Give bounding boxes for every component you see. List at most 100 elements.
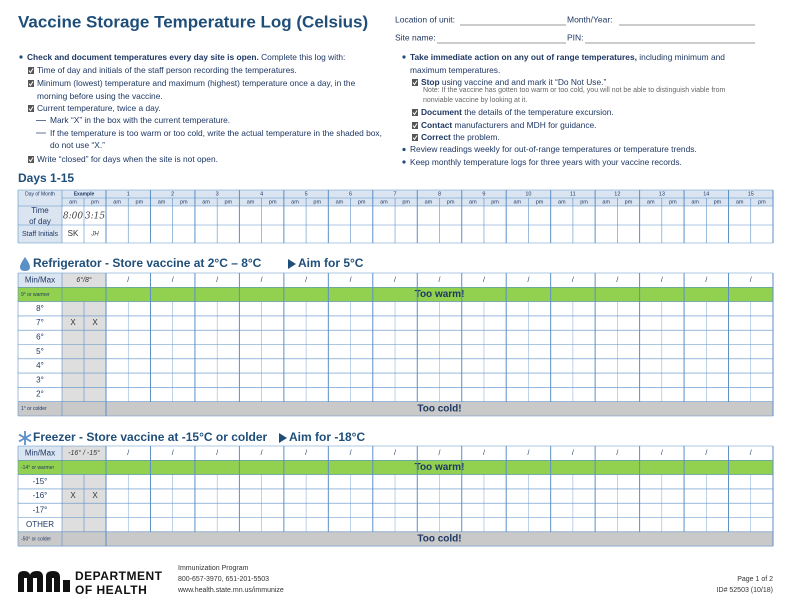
minmax-separator: /	[216, 277, 218, 284]
minmax-separator: /	[616, 450, 618, 457]
minmax-separator: /	[172, 277, 174, 284]
row-label-small: 9° or warmer	[21, 292, 50, 298]
checkbox-icon	[412, 79, 418, 86]
example-band	[62, 273, 106, 288]
am-label: am	[691, 199, 699, 205]
bullet	[402, 55, 406, 59]
field-label: Site name:	[395, 32, 436, 42]
text: including minimum and maximum temperatur…	[410, 52, 725, 75]
row-label: OTHER	[26, 520, 54, 529]
am-label: am	[647, 199, 655, 205]
pm-label: pm	[313, 199, 321, 205]
department: DEPARTMENT	[75, 569, 163, 583]
minmax-separator: /	[216, 450, 218, 457]
checkbox-mark	[412, 135, 418, 141]
row-label: 2°	[36, 390, 44, 399]
range-band	[18, 287, 773, 302]
row-label: 3°	[36, 375, 44, 384]
am-label: am	[425, 199, 433, 205]
label-band	[18, 273, 62, 288]
pm-label: pm	[447, 199, 455, 205]
checkbox-icon	[28, 67, 34, 74]
text: the details of the temperature excursion…	[461, 107, 614, 117]
minmax-separator: /	[661, 450, 663, 457]
range-banner: Too warm!	[415, 462, 465, 473]
section-title: Days 1-15	[18, 171, 74, 185]
bold-text: Check and document temperatures every da…	[27, 52, 259, 62]
day-number: 7	[394, 191, 397, 197]
am-label: am	[602, 199, 610, 205]
action-note: Note: If the vaccine has gotten too warm…	[423, 87, 726, 104]
action-lead: Take immediate action on any out of rang…	[410, 51, 740, 76]
day-number: 13	[659, 191, 665, 197]
instruction-item: Current temperature, twice a day.	[37, 103, 161, 113]
field-label: PIN:	[567, 32, 584, 42]
minmax-separator: /	[483, 450, 485, 457]
aim-arrow	[288, 259, 296, 269]
bullet	[402, 160, 406, 164]
aim-arrow	[279, 433, 287, 443]
label-band	[18, 446, 62, 461]
minmax-separator: /	[439, 450, 441, 457]
pm-label: pm	[402, 199, 410, 205]
row-label: Day of Month	[25, 191, 55, 197]
text: using vaccine and and mark it “Do Not Us…	[439, 77, 607, 87]
example-mark: X	[92, 491, 98, 500]
footer-text: www.health.state.mn.us/immunize	[177, 587, 284, 594]
example-initials: JH	[90, 232, 99, 238]
row-label: 6°	[36, 332, 44, 341]
am-label: am	[558, 199, 566, 205]
row-label: Staff Initials	[22, 231, 59, 238]
page-number: Page 1 of 2	[737, 576, 773, 583]
section-title: Refrigerator - Store vaccine at 2°C – 8°…	[33, 256, 262, 270]
am-label: am	[247, 199, 255, 205]
day-number: 3	[216, 191, 219, 197]
row-label-small: -14° or warmer	[21, 465, 54, 471]
am-label: am	[469, 199, 477, 205]
day-number: 10	[525, 191, 531, 197]
checkbox-icon	[412, 134, 418, 141]
row-label: Min/Max	[25, 448, 55, 457]
minmax-separator: /	[527, 450, 529, 457]
pm-label: pm	[91, 199, 99, 205]
pm-label: pm	[269, 199, 277, 205]
example-mark: X	[70, 318, 76, 327]
example-time: 8:00	[63, 212, 83, 222]
action-step: Stop using vaccine and and mark it “Do N…	[421, 76, 751, 89]
minmax-separator: /	[394, 450, 396, 457]
field-label: Location of unit:	[395, 14, 455, 24]
instruction-lead: Check and document temperatures every da…	[27, 51, 387, 64]
minmax-separator: /	[661, 277, 663, 284]
pm-label: pm	[180, 199, 188, 205]
row-label: 5°	[36, 347, 44, 356]
row-label: 7°	[36, 318, 44, 327]
pm-label: pm	[358, 199, 366, 205]
bold-text: Contact	[421, 120, 453, 130]
row-label: Min/Max	[25, 275, 55, 284]
document-id: ID# 52503 (10/18)	[717, 587, 773, 594]
range-band	[18, 401, 773, 416]
example-mark: X	[70, 491, 76, 500]
row-label: -15°	[33, 477, 48, 486]
day-number: 15	[748, 191, 754, 197]
section-title: Freezer - Store vaccine at -15°C or cold…	[33, 430, 268, 444]
minmax-separator: /	[261, 450, 263, 457]
am-label: am	[513, 199, 521, 205]
instruction-subitem: If the temperature is too warm or too co…	[50, 127, 382, 151]
text: Complete this log with:	[258, 52, 346, 62]
day-number: 1	[127, 191, 130, 197]
title: Vaccine Storage Temperature Log (Celsius…	[18, 12, 368, 31]
action-step: Document the details of the temperature …	[421, 106, 751, 119]
am-label: am	[113, 199, 121, 205]
action-step: Correct the problem.	[421, 131, 751, 144]
minmax-separator: /	[305, 277, 307, 284]
example-label: Example	[74, 191, 95, 197]
minmax-separator: /	[527, 277, 529, 284]
text: the problem.	[450, 132, 500, 142]
pm-label: pm	[714, 199, 722, 205]
example-minmax: -16° / -15°	[68, 449, 100, 457]
row-label-small: 1° or colder	[21, 406, 47, 412]
minmax-separator: /	[127, 277, 129, 284]
range-banner: Too warm!	[415, 289, 465, 300]
minmax-separator: /	[750, 277, 752, 284]
